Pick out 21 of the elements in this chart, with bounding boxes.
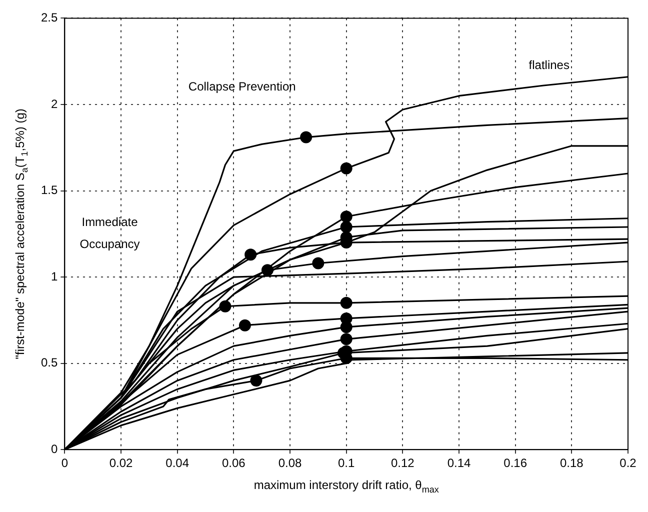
x-tick-label: 0.04 (166, 456, 190, 470)
x-tick-label: 0.12 (390, 456, 415, 470)
x-tick-label: 0.06 (222, 456, 246, 470)
x-tick-label: 0.1 (338, 456, 356, 470)
x-tick-label: 0 (61, 456, 68, 470)
y-tick-label: 0 (50, 442, 58, 456)
y-tick-label: 1 (50, 269, 58, 284)
x-tick-label: 0.16 (504, 456, 528, 470)
y-axis-title: "first-mode" spectral acceleration Sa(T1,5%) (g) (12, 108, 30, 360)
annotation: Immediate Occupancy (80, 215, 140, 252)
annotation: Collapse Prevention (188, 80, 296, 94)
x-tick-label: 0.02 (109, 456, 134, 470)
x-tick-label: 0.14 (447, 456, 472, 470)
y-tick-label: 2.5 (40, 10, 58, 25)
x-tick-label: 0.2 (620, 456, 637, 470)
y-tick-label: 1.5 (40, 183, 58, 198)
x-tick-label: 0.08 (278, 456, 302, 470)
y-tick-label: 2 (50, 96, 58, 111)
x-tick-label: 0.18 (560, 456, 584, 470)
y-tick-label: 0.5 (40, 356, 58, 370)
annotation: flatlines (528, 58, 570, 72)
